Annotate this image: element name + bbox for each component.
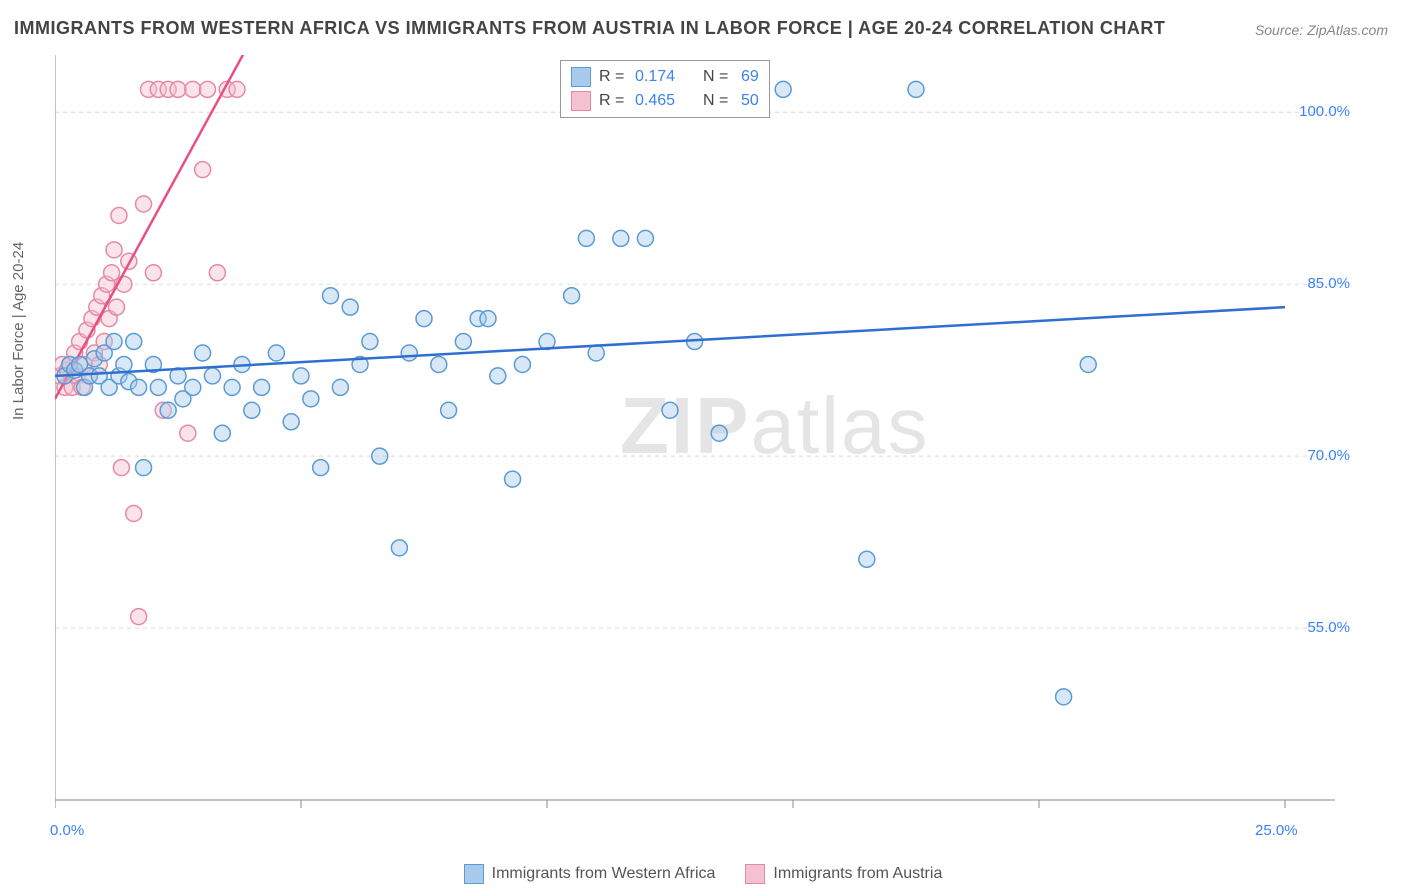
- x-tick-label: 0.0%: [50, 822, 84, 839]
- x-tick-label: 25.0%: [1255, 822, 1298, 839]
- r-value-austria: 0.465: [635, 92, 695, 110]
- chart-area: [55, 55, 1345, 825]
- legend-swatch-western-africa: [571, 67, 591, 87]
- r-label: R =: [599, 68, 627, 86]
- legend-swatch-austria: [571, 91, 591, 111]
- y-tick-label: 70.0%: [1290, 447, 1350, 464]
- r-value-western-africa: 0.174: [635, 68, 695, 86]
- legend-row-austria: R = 0.465 N = 50: [571, 89, 759, 113]
- n-label: N =: [703, 68, 733, 86]
- y-axis-label: In Labor Force | Age 20-24: [10, 242, 27, 420]
- r-label: R =: [599, 92, 627, 110]
- legend-swatch-western-africa: [464, 864, 484, 884]
- legend-correlation: R = 0.174 N = 69 R = 0.465 N = 50: [560, 60, 770, 118]
- legend-label-western-africa: Immigrants from Western Africa: [492, 865, 716, 883]
- source-attribution: Source: ZipAtlas.com: [1255, 22, 1388, 38]
- n-value-austria: 50: [741, 92, 759, 110]
- scatter-chart-svg: [55, 55, 1345, 825]
- legend-swatch-austria: [745, 864, 765, 884]
- y-tick-label: 100.0%: [1290, 103, 1350, 120]
- legend-row-western-africa: R = 0.174 N = 69: [571, 65, 759, 89]
- legend-item-austria: Immigrants from Austria: [745, 864, 942, 884]
- legend-series: Immigrants from Western Africa Immigrant…: [0, 864, 1406, 884]
- legend-item-western-africa: Immigrants from Western Africa: [464, 864, 716, 884]
- y-tick-label: 85.0%: [1290, 275, 1350, 292]
- chart-title: IMMIGRANTS FROM WESTERN AFRICA VS IMMIGR…: [14, 18, 1165, 39]
- y-tick-label: 55.0%: [1290, 619, 1350, 636]
- n-label: N =: [703, 92, 733, 110]
- legend-label-austria: Immigrants from Austria: [773, 865, 942, 883]
- n-value-western-africa: 69: [741, 68, 759, 86]
